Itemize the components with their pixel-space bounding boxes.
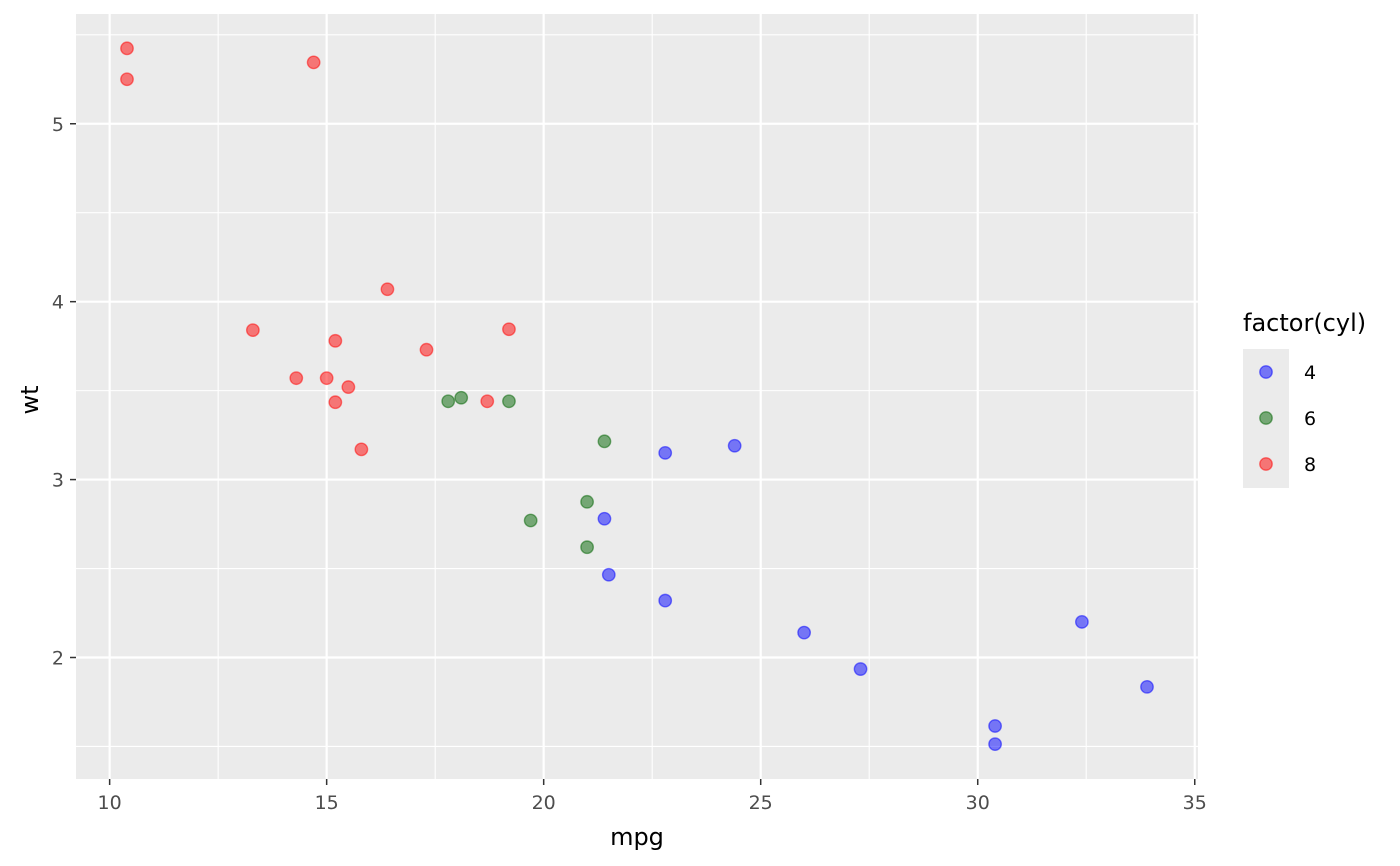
point-cyl-8 [245,323,260,338]
x-tick-label: 30 [966,792,990,814]
y-tick-label: 3 [52,470,64,492]
point-cyl-6 [454,390,469,405]
point-cyl-8 [341,380,356,394]
legend-keys: 4 6 8 [1259,362,1316,476]
point-cyl-4 [597,511,612,526]
y-tick-label: 4 [52,292,64,314]
point-cyl-4 [988,737,1002,752]
point-cyl-8 [419,342,434,357]
point-cyl-6 [502,394,516,409]
legend-label-4: 4 [1304,362,1316,384]
point-cyl-8 [289,371,304,386]
legend-label-6: 6 [1304,408,1316,430]
legend-key-8 [1259,457,1273,471]
point-cyl-4 [797,625,812,640]
legend-key-6 [1259,411,1273,425]
legend-label-8: 8 [1304,454,1316,476]
point-cyl-8 [354,442,369,457]
point-cyl-8 [328,333,343,348]
y-axis: 2 3 4 5 [52,114,76,669]
x-axis: 10 15 20 25 30 35 [98,779,1207,814]
minor-gridlines [76,14,1198,779]
y-tick-label: 5 [52,114,64,136]
point-cyl-4 [1140,679,1154,694]
point-cyl-4 [727,438,742,453]
point-cyl-8 [328,395,343,410]
data-points [120,41,1154,752]
point-cyl-6 [580,540,594,555]
legend-title: factor(cyl) [1243,309,1366,337]
x-tick-label: 15 [315,792,339,814]
x-tick-label: 10 [98,792,122,814]
point-cyl-6 [523,513,538,528]
point-cyl-8 [380,282,395,297]
point-cyl-4 [988,719,1002,733]
point-cyl-4 [658,593,673,608]
point-cyl-4 [658,445,673,460]
point-cyl-4 [601,567,616,582]
point-cyl-6 [580,494,594,509]
plot-panel [76,14,1198,779]
x-tick-label: 25 [749,792,773,814]
point-cyl-8 [319,371,334,386]
legend-key-4 [1259,365,1273,379]
y-axis-title: wt [16,385,44,414]
major-gridlines [76,14,1198,779]
point-cyl-4 [853,662,868,676]
point-cyl-6 [597,434,612,449]
point-cyl-8 [480,394,495,409]
point-cyl-8 [306,55,321,70]
point-cyl-8 [120,41,134,56]
y-tick-label: 2 [52,647,64,669]
x-axis-title: mpg [610,823,664,851]
point-cyl-4 [1074,615,1089,629]
x-tick-label: 35 [1183,792,1207,814]
point-cyl-8 [120,72,134,87]
legend: factor(cyl) 4 6 8 [1243,309,1366,488]
x-tick-label: 20 [532,792,556,814]
point-cyl-6 [441,394,456,409]
point-cyl-8 [502,322,516,337]
